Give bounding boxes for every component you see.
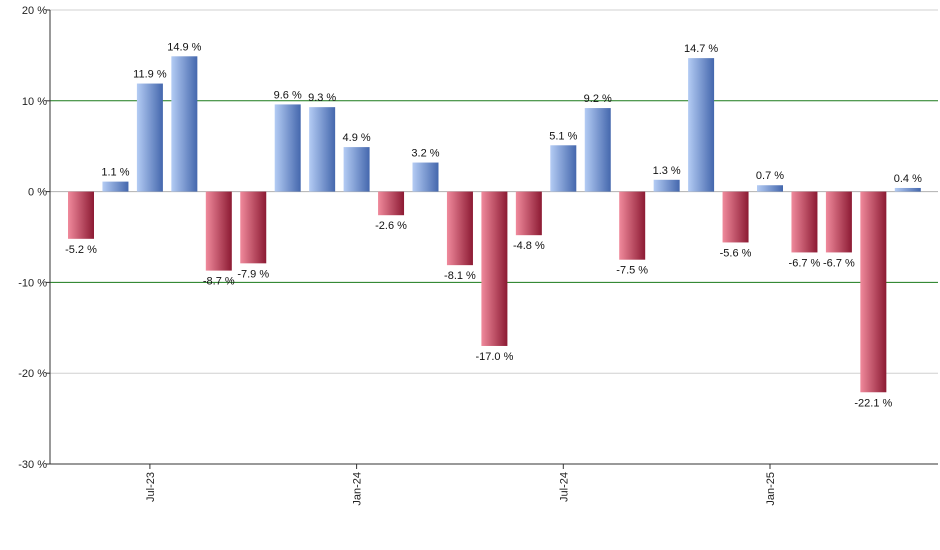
data-label: 1.3 % bbox=[653, 165, 681, 177]
bar bbox=[550, 145, 577, 192]
bar bbox=[722, 191, 749, 243]
data-label: -6.7 % bbox=[823, 257, 855, 269]
bar bbox=[102, 181, 129, 192]
x-tick-label: Jul-23 bbox=[145, 472, 157, 502]
bar bbox=[757, 185, 783, 192]
bar bbox=[274, 104, 301, 192]
bar bbox=[584, 108, 611, 192]
data-label: 5.1 % bbox=[549, 130, 577, 142]
data-label: 1.1 % bbox=[101, 167, 129, 179]
data-label: 0.4 % bbox=[894, 173, 922, 185]
bar bbox=[791, 191, 818, 253]
bar bbox=[515, 191, 542, 236]
bar bbox=[825, 191, 852, 253]
y-tick-label: 20 % bbox=[22, 5, 47, 17]
bar bbox=[240, 191, 267, 264]
x-tick-label: Jan-25 bbox=[765, 472, 777, 506]
bar bbox=[446, 191, 473, 266]
bar bbox=[309, 107, 336, 192]
data-label: 11.9 % bbox=[133, 69, 167, 81]
bar bbox=[343, 147, 370, 192]
y-tick-label: 0 % bbox=[28, 187, 47, 199]
data-label: -5.6 % bbox=[720, 247, 752, 259]
bar bbox=[688, 58, 715, 192]
bar bbox=[481, 191, 508, 346]
data-label: -5.2 % bbox=[65, 244, 97, 256]
data-label: 14.7 % bbox=[684, 43, 718, 55]
data-label: -2.6 % bbox=[375, 220, 407, 232]
bars bbox=[68, 56, 921, 393]
x-tick-label: Jan-24 bbox=[352, 472, 364, 506]
bar bbox=[136, 83, 163, 192]
bar bbox=[68, 191, 94, 239]
y-tick-label: -20 % bbox=[18, 368, 47, 380]
data-label: 9.3 % bbox=[308, 92, 336, 104]
data-label: 14.9 % bbox=[167, 41, 201, 53]
data-label: 9.2 % bbox=[584, 93, 612, 105]
bar bbox=[619, 191, 646, 260]
y-tick-label: 10 % bbox=[22, 96, 47, 108]
y-tick-label: -10 % bbox=[18, 277, 47, 289]
data-label: -17.0 % bbox=[475, 351, 513, 363]
data-label: -6.7 % bbox=[789, 257, 821, 269]
y-tick-label: -30 % bbox=[18, 459, 47, 471]
data-label: -8.1 % bbox=[444, 270, 476, 282]
bar bbox=[860, 191, 887, 393]
data-labels: -5.2 % 1.1 % 11.9 % 14.9 % -8.7 %-7.9 % 9.6 %… bbox=[65, 41, 922, 409]
data-label: 3.2 % bbox=[411, 148, 439, 160]
data-label: -7.9 % bbox=[237, 268, 269, 280]
bar bbox=[171, 56, 198, 192]
bar bbox=[378, 191, 405, 216]
data-label: 0.7 % bbox=[756, 170, 784, 182]
data-label: 4.9 % bbox=[343, 132, 371, 144]
bar bbox=[653, 179, 680, 192]
data-label: -8.7 % bbox=[203, 276, 235, 288]
bar bbox=[412, 162, 439, 192]
data-label: 9.6 % bbox=[274, 89, 302, 101]
bar bbox=[894, 187, 921, 192]
x-tick-label: Jul-24 bbox=[558, 472, 570, 502]
data-label: -22.1 % bbox=[854, 397, 892, 409]
data-label: -4.8 % bbox=[513, 240, 545, 252]
bar bbox=[205, 191, 232, 271]
data-label: -7.5 % bbox=[616, 265, 648, 277]
axes: 20 % 10 % 0 % -10 % -20 % -30 % Jul-23 Jan-24 Ju… bbox=[18, 5, 938, 506]
